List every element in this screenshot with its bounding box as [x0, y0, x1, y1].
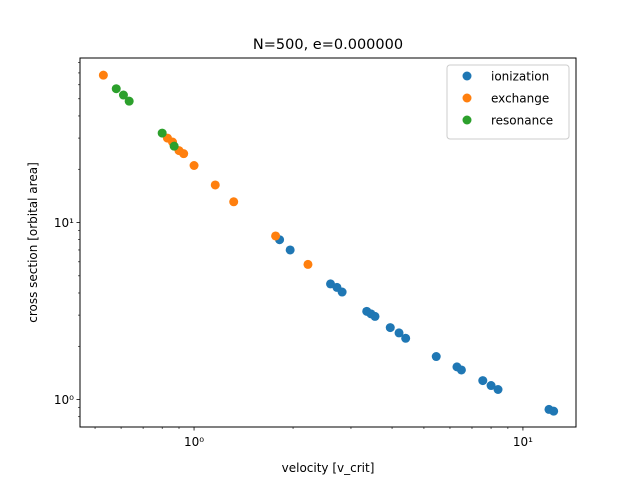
- ionization-point: [456, 365, 466, 375]
- ionization-point: [486, 381, 496, 391]
- y-tick-label: 10⁰: [54, 393, 74, 407]
- ionization-point: [385, 323, 395, 333]
- ionization-point: [370, 311, 380, 321]
- legend-marker-ionization: [462, 71, 472, 81]
- exchange-point: [271, 231, 281, 241]
- resonance-point: [111, 84, 121, 94]
- exchange-point: [179, 149, 189, 159]
- legend-label-exchange: exchange: [491, 92, 549, 106]
- exchange-point: [210, 180, 220, 190]
- exchange-point: [303, 259, 313, 269]
- legend-label-ionization: ionization: [491, 70, 549, 84]
- data-points: [98, 70, 559, 416]
- x-tick-label: 10⁰: [184, 435, 204, 449]
- y-tick-label: 10¹: [54, 216, 74, 230]
- ionization-point: [478, 376, 488, 386]
- x-tick-label: 10¹: [513, 435, 533, 449]
- legend-marker-resonance: [462, 115, 472, 125]
- exchange-point: [98, 70, 108, 80]
- resonance-point: [157, 128, 167, 138]
- exchange-point: [229, 197, 239, 207]
- y-axis-label: cross section [orbital area]: [26, 162, 40, 323]
- chart-title: N=500, e=0.000000: [253, 37, 403, 53]
- x-axis-label: velocity [v_crit]: [282, 461, 375, 475]
- exchange-point: [189, 160, 199, 170]
- resonance-point: [124, 96, 134, 106]
- ionization-point: [549, 406, 559, 416]
- ionization-point: [401, 333, 411, 343]
- ionization-point: [337, 287, 347, 297]
- ionization-point: [285, 245, 295, 255]
- ionization-point: [431, 352, 441, 362]
- ionization-point: [493, 385, 503, 395]
- plot-frame: [79, 57, 577, 428]
- ionization-point: [394, 328, 404, 338]
- legend-marker-exchange: [462, 93, 472, 103]
- legend: ionization exchange resonance: [446, 64, 570, 140]
- resonance-point: [169, 141, 179, 151]
- legend-box: [446, 64, 570, 140]
- legend-label-resonance: resonance: [491, 114, 553, 128]
- resonance-point: [118, 90, 128, 100]
